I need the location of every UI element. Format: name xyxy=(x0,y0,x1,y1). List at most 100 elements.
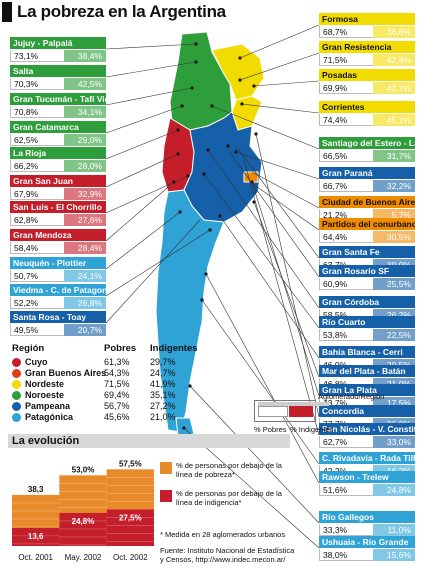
card-values: 60,9% 25,5% xyxy=(319,277,415,290)
card-indigentes-value: 22,5% xyxy=(372,329,415,341)
card-values: 71,5% 42,8% xyxy=(319,53,415,66)
card-indigentes-value: 38,4% xyxy=(63,50,106,62)
legend-indigentes-value: 27,2% xyxy=(150,401,176,411)
card-values: 74,4% 45,1% xyxy=(319,113,415,126)
card-pobres-value: 67,9% xyxy=(10,188,64,200)
legend-dot xyxy=(12,369,21,378)
title-bar: La pobreza en la Argentina xyxy=(0,0,426,24)
x-tick-label: Oct. 2002 xyxy=(112,553,148,562)
card-corrientes: Corrientes 74,4% 45,1% xyxy=(319,101,415,126)
card-pobres-value: 74,4% xyxy=(319,114,373,126)
legend-dot xyxy=(12,391,21,400)
card-la-rioja: La Rioja 66,2% 28,0% xyxy=(10,147,106,172)
card-indigentes-value: 25,5% xyxy=(372,278,415,290)
leader-line xyxy=(105,87,193,106)
legend-dot xyxy=(12,380,21,389)
leader-line xyxy=(249,181,320,231)
legend-region-name: Patagónica xyxy=(25,412,74,422)
card-indigentes-value: 32,2% xyxy=(372,180,415,192)
card-indigentes-value: 28,0% xyxy=(63,160,106,172)
card-name: Río Cuarto xyxy=(319,316,415,328)
card-pobres-value: 64,4% xyxy=(319,231,373,243)
card-name: Formosa xyxy=(319,13,415,25)
leader-line xyxy=(105,61,197,78)
area-step-indigencia xyxy=(59,512,107,546)
legend-label-indigencia: % de personas por debajo de la línea de … xyxy=(176,489,282,507)
card-indigentes-value: 26,8% xyxy=(63,297,106,309)
card-pobres-value: 68,7% xyxy=(319,26,373,38)
legend-pobres-value: 54,3% xyxy=(104,368,130,378)
card-values: 66,2% 28,0% xyxy=(10,159,106,172)
leader-line xyxy=(253,201,320,378)
card-pobres-value: 70,8% xyxy=(10,106,64,118)
card-indigentes-value: 32,9% xyxy=(63,188,106,200)
card-indigentes-value: 11,0% xyxy=(372,524,415,536)
card-name: Gran Resistencia xyxy=(319,41,415,53)
card-pobres-value: 66,2% xyxy=(10,160,64,172)
leader-line xyxy=(105,153,179,188)
card-pobres-value: 38,0% xyxy=(319,549,373,561)
key-indig-swatch xyxy=(289,406,313,417)
card-pobres-value: 53,8% xyxy=(319,329,373,341)
card-indigentes-value: 45,1% xyxy=(372,114,415,126)
card-indigentes-value: 27,6% xyxy=(63,214,106,226)
legend-dot xyxy=(12,402,21,411)
leader-line xyxy=(235,151,320,180)
x-tick-label: Oct. 2001 xyxy=(18,553,53,562)
card-pobres-value: 71,5% xyxy=(319,54,373,66)
card-gran-tucuman-tafi-viejo: Gran Tucumán - Tafí Viejo70,8%34,1% xyxy=(10,93,106,118)
legend-dot xyxy=(12,413,21,422)
leader-line xyxy=(105,181,175,242)
legend-dot xyxy=(12,358,21,367)
card-name: Rawson - Trelew xyxy=(319,471,415,483)
card-pobres-value: 62,7% xyxy=(319,436,373,448)
card-values: 51,6% 24,8% xyxy=(319,483,415,496)
leader-line xyxy=(183,427,320,549)
card-gran-mendoza: Gran Mendoza 58,4% 28,4% xyxy=(10,229,106,254)
card-pobres-value: 70,3% xyxy=(10,78,64,90)
card-gran-catamarca: Gran Catamarca 62,5% 29,0% xyxy=(10,121,106,146)
leader-line xyxy=(251,181,320,397)
legend-indigentes-value: 24,7% xyxy=(150,368,176,378)
card-name: Gran San Juan xyxy=(10,175,106,187)
card-pobres-value: 69,9% xyxy=(319,82,373,94)
legend-row-noroeste: Noroeste 69,4% 35,1% xyxy=(12,390,182,400)
legend-pobres-value: 61,3% xyxy=(104,357,130,367)
leader-line xyxy=(211,105,320,150)
legend-row-nordeste: Nordeste 71,5% 41,9% xyxy=(12,379,182,389)
card-indigentes-value: 34,1% xyxy=(63,106,106,118)
legend-row-pampeana: Pampeana 56,7% 27,2% xyxy=(12,401,182,411)
card-gran-san-juan: Gran San Juan 67,9% 32,9% xyxy=(10,175,106,200)
map-region-patagonia xyxy=(155,189,225,433)
card-name: Partidos del conurbano bonaerense xyxy=(319,218,415,230)
key-box xyxy=(254,400,329,422)
card-name: Gran Córdoba xyxy=(319,296,415,308)
legend-row-patagonica: Patagónica 45,6% 21,0% xyxy=(12,412,182,422)
card-name: Río Gallegos xyxy=(319,511,415,523)
leader-line xyxy=(105,129,179,160)
leader-line xyxy=(105,105,183,134)
card-pobres-value: 51,6% xyxy=(319,484,373,496)
leader-line xyxy=(207,149,320,309)
card-indigentes-value: 36,8% xyxy=(372,26,415,38)
card-name: Gran Paraná xyxy=(319,167,415,179)
x-tick-label: May. 2002 xyxy=(64,553,102,562)
leader-line xyxy=(219,215,320,359)
evolucion-chart: 38,3 53,0% 57,5% 13,6 24,8% 27,5% xyxy=(12,459,154,546)
card-name: Gran Rosario SF xyxy=(319,265,415,277)
evolucion-header: La evolución xyxy=(8,434,290,448)
leader-line xyxy=(239,24,320,59)
card-gran-rosario-sf: Gran Rosario SF 60,9% 25,5% xyxy=(319,265,415,290)
leader-line xyxy=(105,211,181,270)
footnote: * Medida en 28 aglomerados urbanos xyxy=(160,530,286,539)
data-label-indigencia: 24,8% xyxy=(72,517,95,526)
legend-header-indigentes: Indigentes xyxy=(150,343,198,354)
card-name: Gran Santa Fe xyxy=(319,246,415,258)
card-indigentes-value: 31,7% xyxy=(372,150,415,162)
legend-pobres-value: 45,6% xyxy=(104,412,130,422)
card-rio-cuarto: Río Cuarto 53,8% 22,5% xyxy=(319,316,415,341)
card-values: 49,5% 20,7% xyxy=(10,323,106,336)
card-name: Ushuaia - Río Grande xyxy=(319,536,415,548)
card-values: 58,4% 28,4% xyxy=(10,241,106,254)
card-values: 33,3% 11,0% xyxy=(319,523,415,536)
